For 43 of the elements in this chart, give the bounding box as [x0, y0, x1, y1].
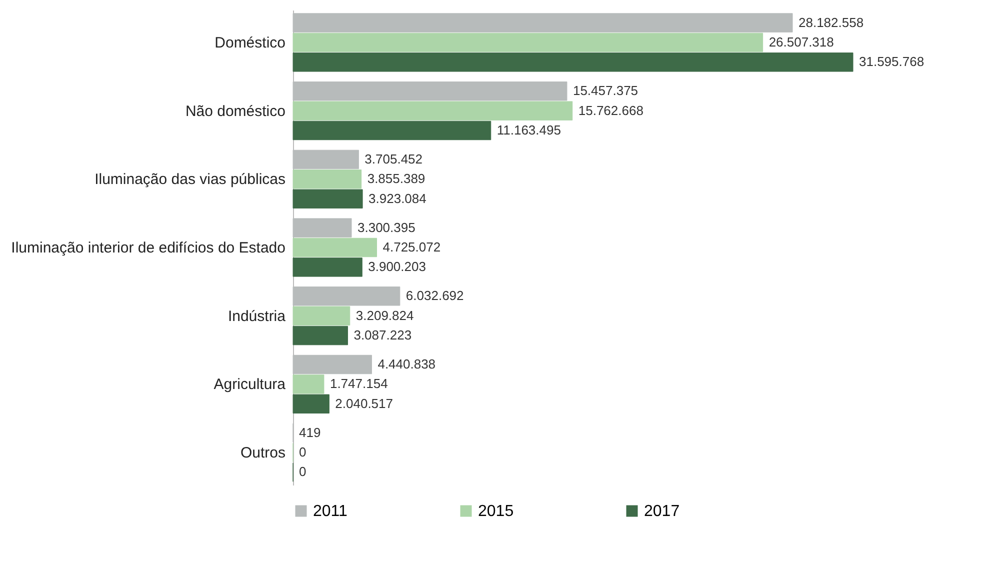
data-label: 3.300.395 — [357, 220, 416, 235]
data-label: 11.163.495 — [496, 122, 561, 138]
data-label: 2.040.517 — [335, 396, 394, 411]
bar — [292, 306, 350, 326]
data-label: 4.440.838 — [378, 356, 436, 372]
data-label: 1.747.154 — [330, 376, 388, 392]
legend-label: 2011 — [313, 503, 348, 520]
bar — [292, 52, 854, 72]
bar — [292, 189, 363, 208]
data-label: 3.923.084 — [368, 190, 426, 206]
data-label: 28.182.558 — [798, 14, 864, 30]
data-label: 3.900.203 — [368, 259, 426, 274]
bar — [292, 258, 362, 277]
data-label: 0 — [299, 464, 306, 480]
bar — [292, 326, 348, 346]
data-label: 15.762.668 — [578, 102, 644, 118]
bar — [292, 101, 573, 120]
data-label: 6.032.692 — [406, 288, 464, 304]
data-label: 3.209.824 — [356, 308, 414, 323]
data-label: 0 — [299, 444, 306, 460]
bar — [292, 32, 764, 52]
bar — [292, 394, 330, 414]
data-label: 3.087.223 — [354, 328, 412, 343]
y-tick-label: Indústria — [228, 308, 286, 325]
y-tick-label: Não doméstico — [185, 102, 286, 120]
data-label: 3.705.452 — [364, 151, 423, 166]
bar — [292, 374, 324, 394]
legend-label: 2015 — [478, 503, 514, 520]
data-label: 4.725.072 — [382, 240, 441, 254]
bar — [292, 170, 362, 189]
bar — [292, 238, 377, 258]
data-label: 31.595.768 — [859, 54, 924, 70]
y-tick-label: Outros — [240, 444, 286, 462]
data-label: 26.507.318 — [768, 34, 834, 50]
data-label: 3.855.389 — [367, 171, 426, 186]
y-tick-label: Agricultura — [214, 376, 286, 394]
y-tick-label: Iluminação interior de edifícios do Estado — [11, 240, 286, 256]
data-label: 15.457.375 — [572, 83, 638, 98]
data-label: 419 — [299, 424, 321, 440]
bar — [292, 120, 492, 140]
y-tick-label: Doméstico — [214, 34, 286, 52]
y-tick-label: Iluminação das vias públicas — [94, 171, 286, 188]
legend-label: 2017 — [644, 503, 680, 520]
